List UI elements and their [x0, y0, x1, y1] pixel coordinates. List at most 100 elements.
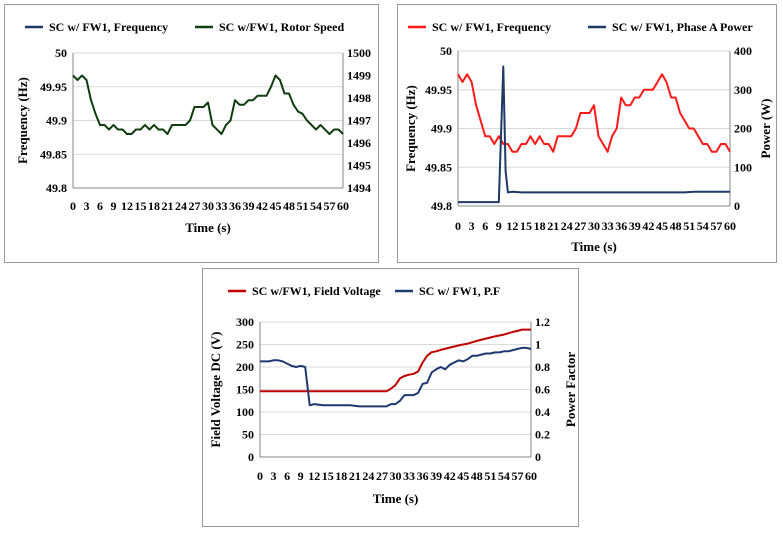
x-tick-label: 12	[308, 469, 320, 483]
x-tick-label: 3	[469, 219, 475, 233]
y2-tick-label: 0.6	[535, 383, 550, 397]
x-tick-label: 9	[496, 219, 502, 233]
x-tick-label: 6	[284, 469, 290, 483]
x-tick-label: 12	[506, 219, 518, 233]
y-tick-label: 49.85	[425, 160, 452, 174]
y-tick-label: 250	[236, 338, 254, 352]
y2-tick-label: 1495	[347, 159, 371, 173]
x-tick-label: 18	[148, 199, 160, 213]
x-tick-label: 51	[484, 469, 496, 483]
y2-tick-label: 0	[734, 199, 740, 213]
x-tick-label: 18	[534, 219, 546, 233]
x-tick-label: 6	[97, 199, 103, 213]
y2-tick-label: 0.8	[535, 360, 550, 374]
y2-tick-label: 1494	[347, 181, 371, 195]
y-tick-label: 49.95	[40, 80, 67, 94]
x-tick-label: 36	[417, 469, 429, 483]
x-tick-label: 54	[310, 199, 322, 213]
y-tick-label: 50	[440, 44, 452, 58]
y2-tick-label: 1499	[347, 69, 371, 83]
x-tick-label: 15	[520, 219, 532, 233]
x-axis-title: Time (s)	[185, 220, 231, 235]
x-tick-label: 48	[670, 219, 682, 233]
x-tick-label: 24	[561, 219, 573, 233]
x-tick-label: 51	[683, 219, 695, 233]
x-tick-label: 33	[602, 219, 614, 233]
series-line-1	[260, 328, 531, 393]
x-tick-label: 57	[324, 199, 336, 213]
x-tick-label: 30	[202, 199, 214, 213]
y2-tick-label: 200	[734, 122, 752, 136]
legend-label: SC w/FW1, Field Voltage	[252, 284, 381, 298]
x-tick-label: 21	[547, 219, 559, 233]
y-tick-label: 150	[236, 383, 254, 397]
y2-tick-label: 0.2	[535, 428, 550, 442]
x-axis-title: Time (s)	[571, 239, 617, 254]
x-tick-label: 42	[642, 219, 654, 233]
x-tick-label: 36	[615, 219, 627, 233]
y2-tick-label: 400	[734, 44, 752, 58]
x-tick-label: 9	[298, 469, 304, 483]
x-tick-label: 0	[257, 469, 263, 483]
y2-tick-label: 1500	[347, 46, 371, 60]
y-axis-title: Field Voltage DC (V)	[208, 332, 223, 448]
x-tick-label: 24	[175, 199, 187, 213]
x-tick-label: 42	[444, 469, 456, 483]
x-tick-label: 0	[70, 199, 76, 213]
x-tick-label: 60	[337, 199, 349, 213]
y2-tick-label: 0.4	[535, 405, 550, 419]
legend-label: SC w/ FW1, Frequency	[49, 20, 168, 34]
x-tick-label: 18	[335, 469, 347, 483]
x-tick-label: 33	[403, 469, 415, 483]
x-tick-label: 57	[511, 469, 523, 483]
y-tick-label: 49.95	[425, 83, 452, 97]
x-tick-label: 57	[710, 219, 722, 233]
legend-label: SC w/ FW1, P.F	[419, 284, 500, 298]
x-tick-label: 51	[297, 199, 309, 213]
y-axis-title: Frequency (Hz)	[15, 77, 30, 164]
x-tick-label: 54	[498, 469, 510, 483]
x-tick-label: 27	[189, 199, 201, 213]
x-tick-label: 15	[135, 199, 147, 213]
x-tick-label: 45	[457, 469, 469, 483]
x-tick-label: 45	[270, 199, 282, 213]
legend-label: SC w/ FW1, Frequency	[432, 20, 551, 34]
y2-tick-label: 300	[734, 83, 752, 97]
x-tick-label: 39	[430, 469, 442, 483]
x-tick-label: 3	[84, 199, 90, 213]
x-tick-label: 39	[243, 199, 255, 213]
x-tick-label: 42	[256, 199, 268, 213]
y2-axis-title: Power Factor	[563, 352, 578, 427]
x-tick-label: 45	[656, 219, 668, 233]
x-tick-label: 48	[283, 199, 295, 213]
x-axis-title: Time (s)	[373, 491, 419, 506]
y2-tick-label: 1498	[347, 91, 371, 105]
x-tick-label: 9	[111, 199, 117, 213]
chart-field-voltage-power-factor: 0 50 100 150 200 250 300 0 0.2 0.4 0.6 0.8 1 1.2 0 3 6 9 1…	[202, 268, 579, 527]
x-tick-label: 48	[471, 469, 483, 483]
y-tick-label: 49.85	[40, 147, 67, 161]
y-tick-label: 49.9	[431, 122, 452, 136]
y2-tick-label: 1	[535, 338, 541, 352]
y2-tick-label: 0	[535, 450, 541, 464]
y2-tick-label: 1496	[347, 136, 371, 150]
x-tick-label: 3	[271, 469, 277, 483]
chart-frequency-rotor-speed: 49.8 49.85 49.9 49.95 50 1494 1495 1496 1497 1498…	[4, 4, 379, 263]
y-tick-label: 0	[248, 450, 254, 464]
y2-axis-title: Power (W)	[758, 98, 773, 158]
x-tick-label: 39	[629, 219, 641, 233]
y-tick-label: 300	[236, 315, 254, 329]
x-tick-label: 30	[588, 219, 600, 233]
x-tick-label: 6	[482, 219, 488, 233]
chart-frequency-phase-a-power: 49.8 49.85 49.9 49.95 50 0 100 200 300 400 0 3 6 9 12 1…	[397, 4, 777, 263]
legend-label: SC w/FW1, Rotor Speed	[219, 20, 344, 34]
series-line-2	[458, 65, 730, 204]
y2-tick-label: 1.2	[535, 315, 550, 329]
x-tick-label: 12	[121, 199, 133, 213]
x-tick-label: 24	[362, 469, 374, 483]
x-tick-label: 21	[349, 469, 361, 483]
x-tick-label: 60	[525, 469, 537, 483]
x-tick-label: 30	[390, 469, 402, 483]
